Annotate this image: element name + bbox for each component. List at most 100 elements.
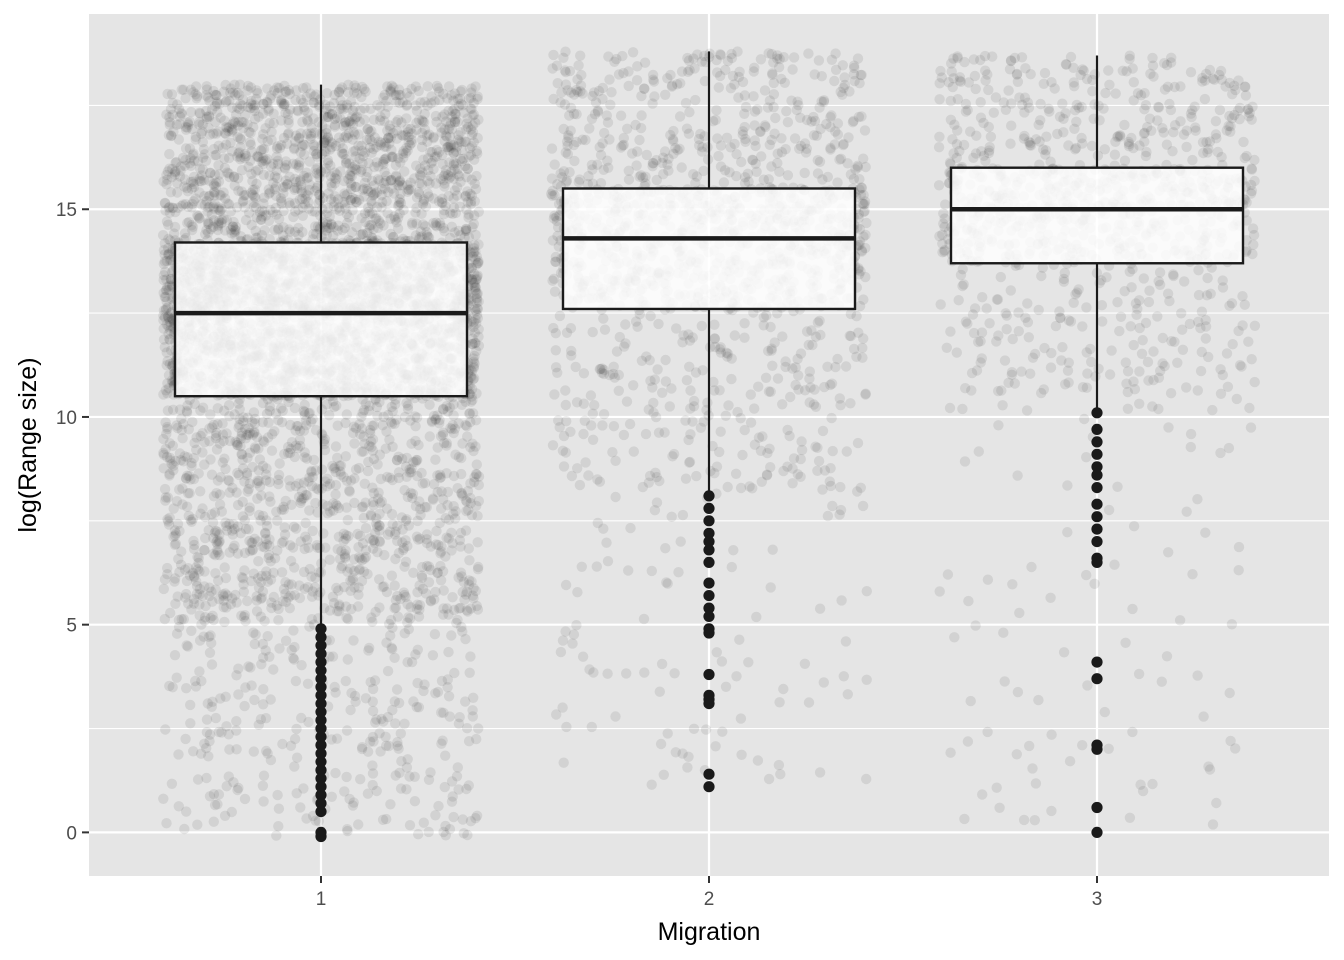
jitter-point xyxy=(350,82,362,94)
jitter-point xyxy=(404,820,416,831)
jitter-point xyxy=(263,417,274,428)
jitter-point xyxy=(161,347,172,358)
jitter-point xyxy=(256,214,267,225)
jitter-point xyxy=(304,472,315,483)
jitter-point xyxy=(353,552,365,563)
jitter-point xyxy=(239,610,251,621)
jitter-point xyxy=(434,86,445,97)
jitter-point xyxy=(181,806,192,817)
jitter-point xyxy=(399,411,411,423)
jitter-point xyxy=(207,696,218,707)
jitter-point xyxy=(469,154,480,165)
jitter-point xyxy=(471,251,482,262)
jitter-point xyxy=(229,540,240,551)
jitter-point xyxy=(471,259,482,270)
jitter-point xyxy=(223,152,235,164)
jitter-point xyxy=(250,202,262,213)
jitter-point xyxy=(468,97,479,109)
jitter-point xyxy=(341,208,352,220)
jitter-point xyxy=(188,178,199,190)
jitter-point xyxy=(259,615,270,627)
jitter-point xyxy=(397,97,408,108)
jitter-point xyxy=(322,481,333,492)
jitter-point xyxy=(214,499,226,510)
jitter-point xyxy=(455,176,466,187)
jitter-point xyxy=(431,116,442,128)
jitter-point xyxy=(403,137,414,148)
jitter-point xyxy=(462,606,473,617)
jitter-point xyxy=(384,138,395,149)
jitter-point xyxy=(448,202,460,213)
jitter-point xyxy=(224,435,236,447)
jitter-point xyxy=(339,581,350,593)
jitter-point xyxy=(249,100,261,111)
jitter-point xyxy=(165,273,176,285)
jitter-point xyxy=(447,592,458,603)
jitter-point xyxy=(181,575,193,587)
jitter-point xyxy=(403,520,414,531)
jitter-point xyxy=(206,659,218,670)
jitter-point xyxy=(271,600,282,611)
jitter-point xyxy=(376,189,387,201)
jitter-point xyxy=(183,563,194,574)
jitter-point xyxy=(456,487,467,499)
jitter-point xyxy=(270,181,282,192)
jitter-point xyxy=(218,602,229,613)
jitter-point xyxy=(425,98,437,109)
jitter-point xyxy=(450,513,461,524)
jitter-point xyxy=(351,111,363,123)
jitter-point xyxy=(226,593,238,604)
jitter-point xyxy=(397,537,408,548)
jitter-point xyxy=(183,424,194,435)
jitter-point xyxy=(438,170,450,182)
jitter-point xyxy=(329,191,341,202)
jitter-point xyxy=(342,514,353,526)
jitter-point xyxy=(288,211,299,223)
jitter-point xyxy=(322,111,334,123)
jitter-point xyxy=(260,534,271,545)
jitter-point xyxy=(381,637,392,648)
jitter-point xyxy=(369,675,381,686)
jitter-point xyxy=(202,227,214,238)
jitter-point xyxy=(390,602,402,613)
jitter-point xyxy=(160,417,171,428)
jitter-point xyxy=(369,161,380,173)
jitter-point xyxy=(451,617,462,629)
jitter-point xyxy=(435,548,446,559)
jitter-point xyxy=(453,718,465,729)
jitter-point xyxy=(361,183,373,195)
jitter-point xyxy=(162,514,173,525)
jitter-point xyxy=(232,784,243,796)
jitter-point xyxy=(289,590,300,601)
jitter-point xyxy=(214,549,225,561)
jitter-point xyxy=(442,142,453,153)
jitter-point xyxy=(333,87,345,98)
jitter-point xyxy=(470,117,481,128)
jitter-point xyxy=(357,742,368,753)
jitter-point xyxy=(379,116,390,127)
jitter-point xyxy=(439,135,450,147)
jitter-point xyxy=(416,570,428,581)
jitter-point xyxy=(163,311,174,323)
jitter-point xyxy=(397,524,408,535)
jitter-point xyxy=(161,169,172,181)
jitter-point xyxy=(433,146,445,158)
jitter-point xyxy=(314,129,325,140)
jitter-point xyxy=(435,560,446,572)
jitter-point xyxy=(437,735,448,746)
jitter-point xyxy=(191,444,202,455)
jitter-point xyxy=(264,405,275,416)
jitter-point xyxy=(322,217,333,228)
jitter-point xyxy=(194,666,205,677)
jitter-point xyxy=(296,660,307,671)
jitter-point xyxy=(243,422,254,434)
jitter-point xyxy=(308,454,320,466)
jitter-point xyxy=(160,205,171,216)
jitter-point xyxy=(203,122,214,134)
jitter-point xyxy=(393,697,405,709)
jitter-point xyxy=(364,142,376,153)
jitter-point xyxy=(166,130,177,141)
jitter-point xyxy=(378,159,389,170)
jitter-point xyxy=(334,601,345,612)
jitter-point xyxy=(322,131,333,143)
